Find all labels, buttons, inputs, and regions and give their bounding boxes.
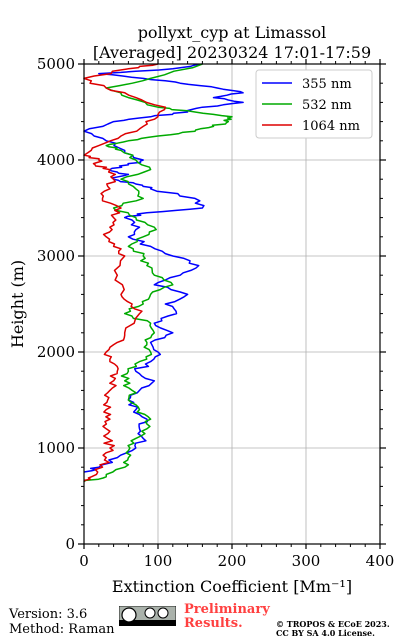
y-tick-label: 3000	[37, 247, 75, 265]
x-tick-label: 300	[292, 552, 321, 570]
legend-label-532: 532 nm	[302, 98, 352, 113]
version-text: Version: 3.6	[9, 607, 88, 622]
y-axis-label: Height (m)	[8, 260, 27, 348]
legend-box	[255, 69, 373, 139]
x-tick-label: 400	[366, 552, 395, 570]
chart-title-line-1: pollyxt_cyp at Limassol	[138, 23, 327, 42]
x-axis-label: Extinction Coefficient [Mm⁻¹]	[112, 577, 352, 596]
grid	[84, 64, 380, 544]
series-lines	[83, 63, 244, 483]
extinction-profile-chart: pollyxt_cyp at Limassol [Averaged] 20230…	[8, 23, 395, 596]
copyright-notice: © TROPOS & ECoE 2023. CC BY SA 4.0 Licen…	[276, 619, 390, 638]
y-tick-label: 1000	[37, 439, 75, 457]
series-line-355-nm	[83, 63, 244, 473]
legend-label-355: 355 nm	[302, 77, 352, 92]
y-tick-label: 5000	[37, 55, 75, 73]
x-tick-label: 0	[79, 552, 89, 570]
cc-by-sa-license-icon	[119, 606, 176, 626]
x-tick-label: 100	[144, 552, 173, 570]
chart-title-line-2: [Averaged] 20230324 17:01-17:59	[93, 43, 371, 62]
method-text: Method: Raman	[9, 622, 115, 637]
preliminary-results-notice: Preliminary Results.	[184, 602, 270, 631]
y-tick-label: 2000	[37, 343, 75, 361]
y-tick-label: 4000	[37, 151, 75, 169]
series-line-1064-nm	[83, 63, 167, 482]
legend-label-1064: 1064 nm	[302, 119, 360, 134]
x-tick-label: 200	[218, 552, 247, 570]
y-tick-label: 0	[65, 535, 75, 553]
legend: 355 nm 532 nm 1064 nm	[255, 69, 373, 139]
series-line-532-nm	[83, 63, 233, 483]
